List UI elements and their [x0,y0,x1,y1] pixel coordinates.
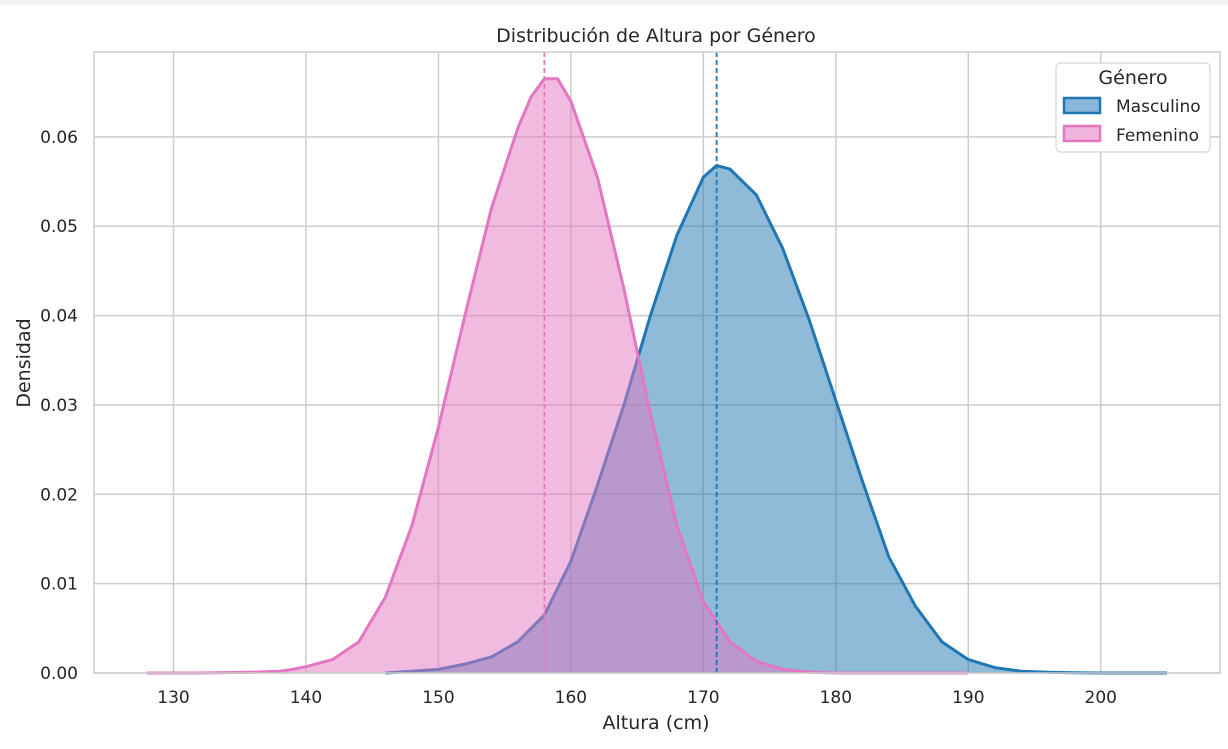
x-ticks: 130 140 150 160 170 180 190 200 [157,688,1117,708]
y-tick-label: 0.01 [40,575,78,595]
x-tick-label: 130 [157,688,189,708]
x-tick-label: 180 [820,688,852,708]
x-tick-label: 190 [952,688,984,708]
legend-title: Género [1098,67,1167,89]
area-femenino [147,78,969,674]
x-axis-label: Altura (cm) [602,712,709,734]
x-tick-label: 170 [687,688,719,708]
legend-label-femenino: Femenino [1116,126,1199,146]
x-tick-label: 140 [290,688,322,708]
y-tick-label: 0.03 [40,396,78,416]
x-tick-label: 200 [1085,688,1117,708]
y-tick-label: 0.04 [40,307,78,327]
x-tick-label: 160 [555,688,587,708]
y-tick-label: 0.02 [40,485,78,505]
y-tick-label: 0.00 [40,664,78,684]
legend: Género Masculino Femenino [1055,62,1211,153]
legend-swatch-masculino [1062,96,1102,115]
top-strip [0,0,1228,5]
chart-title: Distribución de Altura por Género [496,25,816,47]
legend-label-masculino: Masculino [1116,97,1201,117]
y-ticks: 0.00 0.01 0.02 0.03 0.04 0.05 0.06 [40,128,78,684]
y-tick-label: 0.06 [40,128,78,148]
y-axis-label: Densidad [13,318,35,407]
y-tick-label: 0.05 [40,217,78,237]
legend-swatch-femenino [1062,124,1102,143]
x-tick-label: 150 [422,688,454,708]
plot-frame [93,51,1221,674]
